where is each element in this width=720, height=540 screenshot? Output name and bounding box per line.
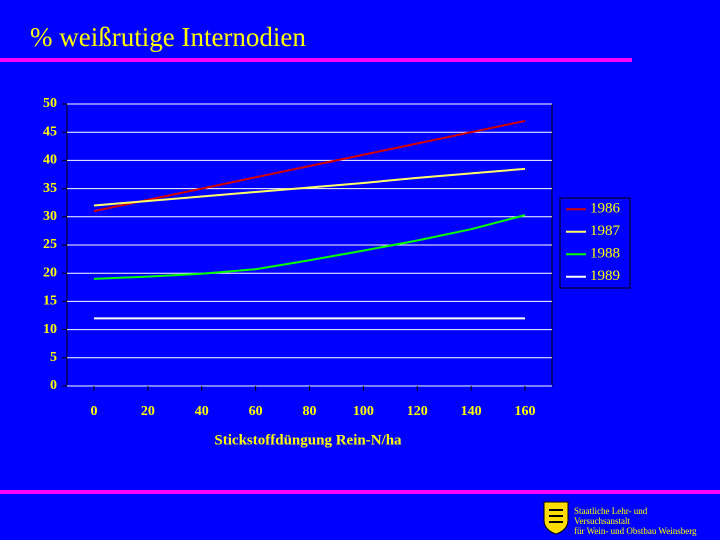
y-tick-label: 30: [43, 209, 57, 224]
footer-text: Versuchsanstalt: [574, 516, 630, 526]
x-tick-label: 140: [461, 404, 482, 419]
y-tick-label: 10: [43, 322, 57, 337]
y-tick-label: 40: [43, 153, 57, 168]
x-tick-label: 100: [353, 404, 374, 419]
y-tick-label: 45: [43, 124, 57, 139]
x-tick-label: 80: [303, 404, 317, 419]
legend-box: [559, 197, 631, 289]
y-tick-label: 35: [43, 181, 57, 196]
y-tick-label: 15: [43, 294, 57, 309]
legend-label: 1987: [590, 223, 621, 239]
footer-text: Staatliche Lehr- und: [574, 506, 648, 516]
title-rule: [0, 58, 632, 62]
y-tick-label: 20: [43, 265, 57, 280]
x-tick-label: 60: [249, 404, 263, 419]
x-tick-label: 160: [515, 404, 536, 419]
y-tick-label: 50: [43, 96, 57, 111]
series-line: [93, 214, 526, 280]
x-axis-label: Stickstoffdüngung Rein-N/ha: [214, 432, 402, 448]
legend-label: 1988: [590, 246, 620, 262]
chart-title: % weißrutige Internodien: [30, 22, 306, 52]
footer-text: für Wein- und Obstbau Weinsberg: [574, 526, 697, 536]
x-tick-label: 40: [195, 404, 209, 419]
legend-label: 1989: [590, 268, 620, 284]
y-tick-label: 25: [43, 237, 57, 252]
series-line: [93, 119, 526, 213]
y-tick-label: 0: [50, 378, 57, 393]
legend-label: 1986: [590, 201, 621, 217]
y-tick-label: 5: [50, 350, 57, 365]
x-tick-label: 0: [90, 404, 97, 419]
x-tick-label: 20: [141, 404, 155, 419]
series-line: [93, 167, 526, 207]
x-tick-label: 120: [407, 404, 428, 419]
logo: [543, 501, 569, 535]
footer-rule: [0, 490, 720, 494]
